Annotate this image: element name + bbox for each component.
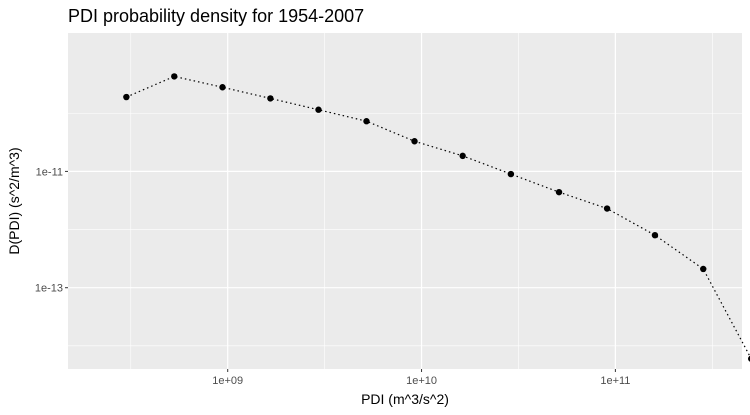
data-point <box>267 95 274 102</box>
data-point <box>507 170 515 178</box>
data-point <box>651 231 659 239</box>
minor-gridlines <box>68 33 742 369</box>
data-point <box>363 118 370 125</box>
y-axis-ticks: 1e-11 1e-13 <box>35 166 68 295</box>
y-axis-title: D(PDI) (s^2/m^3) <box>6 147 22 254</box>
data-point <box>411 138 418 145</box>
x-tick-label: 1e+10 <box>406 375 437 387</box>
x-axis-title: PDI (m^3/s^2) <box>361 391 449 407</box>
x-axis-ticks: 1e+09 1e+10 1e+11 <box>212 369 630 387</box>
x-tick-label: 1e+11 <box>600 375 630 387</box>
data-point <box>315 106 322 113</box>
plot-panel <box>68 33 742 369</box>
data-point <box>171 73 178 80</box>
x-tick-label: 1e+09 <box>212 375 243 387</box>
y-tick-label: 1e-13 <box>35 283 63 295</box>
data-point <box>555 188 563 196</box>
data-point <box>700 265 707 273</box>
data-point <box>123 93 130 101</box>
y-tick-label: 1e-11 <box>36 166 63 178</box>
major-gridlines <box>68 33 742 369</box>
data-point <box>459 152 466 160</box>
data-point <box>219 84 226 91</box>
data-points <box>123 73 750 362</box>
data-point <box>603 205 611 212</box>
chart-title: PDI probability density for 1954-2007 <box>68 6 364 26</box>
